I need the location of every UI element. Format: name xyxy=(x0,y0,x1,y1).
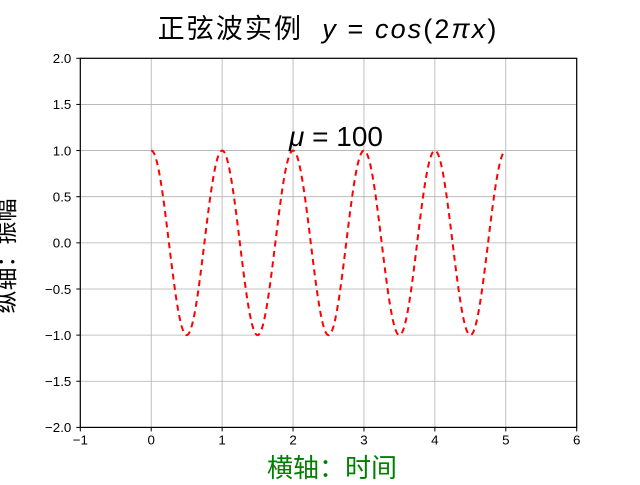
svg-text:−0.5: −0.5 xyxy=(45,282,71,297)
svg-text:−1: −1 xyxy=(73,432,88,447)
svg-text:5: 5 xyxy=(502,432,509,447)
svg-text:−2.0: −2.0 xyxy=(45,420,71,435)
svg-text:1.0: 1.0 xyxy=(53,143,72,158)
svg-text:正弦波实例 y = cos(2πx): 正弦波实例 y = cos(2πx) xyxy=(158,14,499,44)
svg-text:0.0: 0.0 xyxy=(53,236,72,251)
svg-text:3: 3 xyxy=(360,432,367,447)
svg-text:μ = 100: μ = 100 xyxy=(288,121,383,152)
svg-text:−1.5: −1.5 xyxy=(45,374,71,389)
svg-text:6: 6 xyxy=(573,432,580,447)
svg-text:4: 4 xyxy=(431,432,438,447)
svg-text:0.5: 0.5 xyxy=(53,190,72,205)
svg-text:纵轴：振幅: 纵轴：振幅 xyxy=(0,199,19,314)
svg-text:1: 1 xyxy=(218,432,225,447)
svg-text:1.5: 1.5 xyxy=(53,97,72,112)
svg-text:横轴：时间: 横轴：时间 xyxy=(267,453,397,480)
svg-text:2: 2 xyxy=(289,432,296,447)
svg-text:2.0: 2.0 xyxy=(53,51,72,66)
svg-text:−1.0: −1.0 xyxy=(45,328,71,343)
svg-text:0: 0 xyxy=(148,432,155,447)
